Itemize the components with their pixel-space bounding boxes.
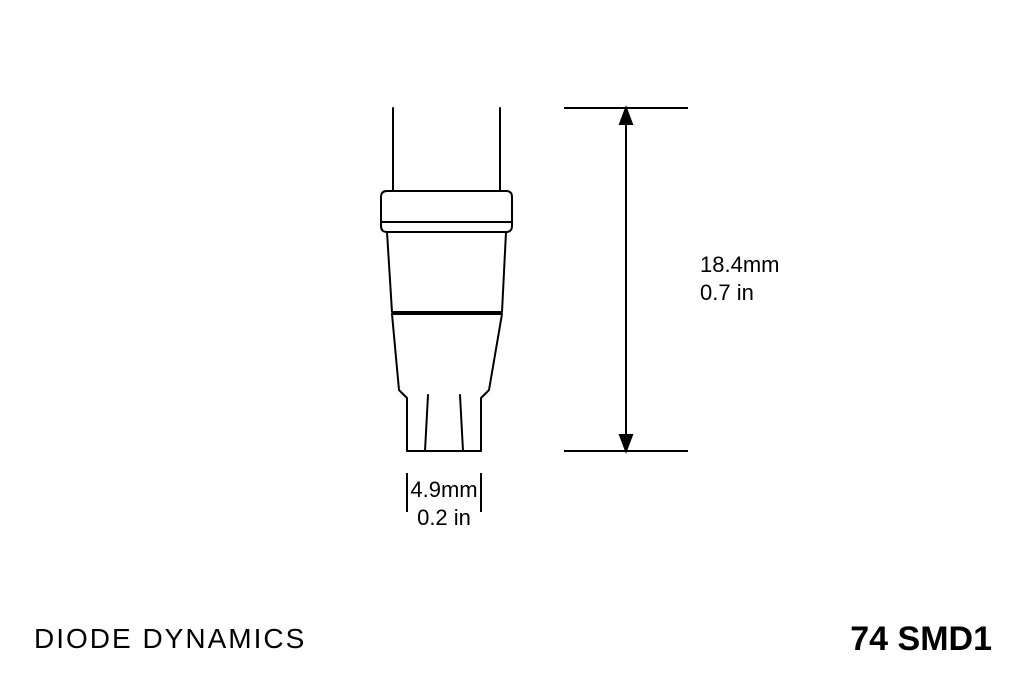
bulb-pin-right — [460, 395, 463, 451]
bulb-collar — [381, 191, 512, 232]
technical-drawing: 18.4mm 0.7 in 4.9mm 0.2 in DIODE DYNAMIC… — [0, 0, 1024, 683]
brand-label: DIODE DYNAMICS — [34, 623, 306, 654]
height-in-label: 0.7 in — [700, 280, 754, 305]
bulb-body — [387, 232, 506, 312]
height-mm-label: 18.4mm — [700, 252, 779, 277]
bulb-pin-left — [425, 395, 428, 451]
model-label: 74 SMD1 — [850, 620, 992, 658]
width-in-label: 0.2 in — [417, 505, 471, 530]
height-dimension — [564, 108, 688, 451]
bulb-outline — [381, 108, 512, 451]
bulb-base — [392, 314, 502, 451]
bulb-cap — [393, 108, 500, 191]
width-mm-label: 4.9mm — [410, 477, 477, 502]
